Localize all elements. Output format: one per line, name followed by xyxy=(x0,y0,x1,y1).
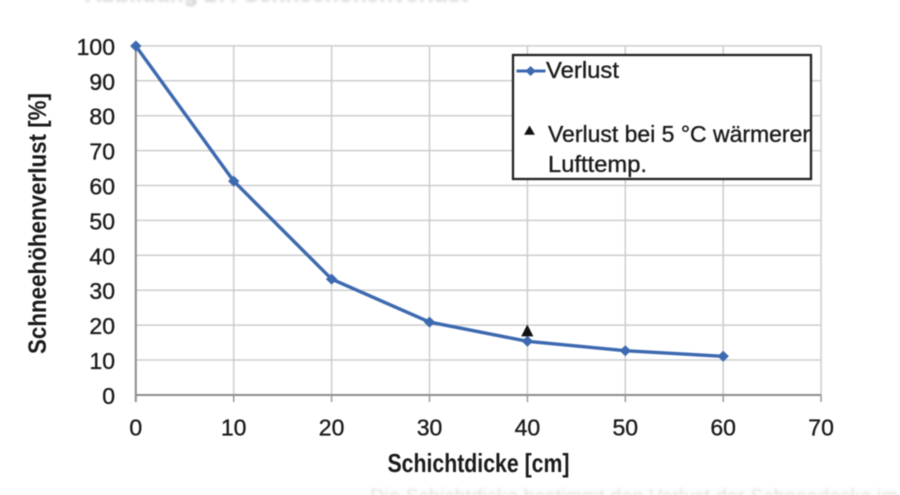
svg-text:Verlust bei 5 °C wärmerer: Verlust bei 5 °C wärmerer xyxy=(548,121,810,147)
svg-text:40: 40 xyxy=(89,243,115,269)
svg-text:50: 50 xyxy=(89,208,115,234)
svg-text:10: 10 xyxy=(221,415,247,441)
svg-text:20: 20 xyxy=(89,313,115,339)
svg-text:60: 60 xyxy=(710,415,736,441)
svg-text:30: 30 xyxy=(89,278,115,304)
svg-text:10: 10 xyxy=(89,348,115,374)
svg-text:80: 80 xyxy=(89,104,115,130)
svg-text:Schichtdicke [cm]: Schichtdicke [cm] xyxy=(388,448,570,478)
svg-text:Die Schichtdicke bestimmt den: Die Schichtdicke bestimmt den Verlust de… xyxy=(370,486,898,495)
svg-text:30: 30 xyxy=(417,415,443,441)
svg-text:20: 20 xyxy=(319,415,345,441)
svg-text:70: 70 xyxy=(89,139,115,165)
svg-text:70: 70 xyxy=(808,415,834,441)
svg-text:0: 0 xyxy=(102,383,115,409)
svg-text:Lufttemp.: Lufttemp. xyxy=(548,151,647,177)
svg-text:100: 100 xyxy=(77,34,115,60)
svg-text:50: 50 xyxy=(613,415,639,441)
svg-text:60: 60 xyxy=(89,174,115,200)
svg-text:Abbildung 27: Schneehöhenverlu: Abbildung 27: Schneehöhenverlust xyxy=(85,0,469,7)
svg-text:0: 0 xyxy=(129,415,142,441)
svg-text:Verlust: Verlust xyxy=(546,57,620,83)
svg-text:90: 90 xyxy=(89,69,115,95)
svg-text:40: 40 xyxy=(515,415,541,441)
svg-text:Schneehöhenverlust [%]: Schneehöhenverlust [%] xyxy=(24,93,52,354)
